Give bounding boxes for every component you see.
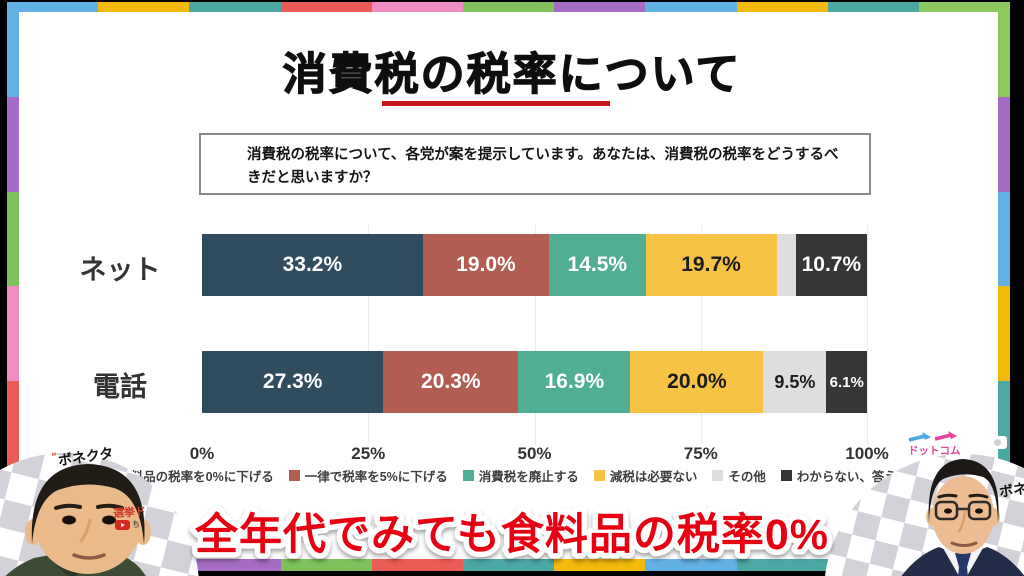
border-segment: [645, 559, 737, 571]
camera-icon: [987, 436, 1007, 449]
lower-third-caption: 全年代でみても食料品の税率0%: [152, 502, 872, 573]
bezel-left: [0, 0, 7, 576]
border-segment: [462, 2, 555, 12]
border-segment: [998, 381, 1010, 477]
border-segment: [7, 381, 19, 477]
border-segment: [998, 286, 1010, 382]
border-segment: [371, 559, 463, 571]
logo-arrow-pink: [934, 433, 952, 441]
border-segment: [280, 559, 372, 571]
frame-border-top: [7, 2, 1011, 12]
border-segment: [554, 559, 646, 571]
caption-text: 全年代でみても食料品の税率0%: [194, 510, 829, 559]
border-segment: [189, 559, 281, 571]
border-segment: [827, 2, 919, 12]
border-segment: [280, 2, 372, 12]
border-segment: [554, 2, 646, 12]
border-segment: [462, 559, 555, 571]
logo-arrowhead-pink: [948, 431, 957, 439]
border-segment: [998, 191, 1010, 287]
border-segment: [7, 476, 19, 571]
bezel-top: [0, 0, 1024, 2]
border-segment: [189, 2, 281, 12]
dotcom-logo-text: ドットコム: [908, 445, 961, 457]
border-segment: [918, 559, 1011, 571]
border-segment: [645, 2, 737, 12]
survey-question-box: 消費税の税率について、各党が案を提示しています。あなたは、消費税の税率をどうする…: [199, 133, 871, 195]
title-underline: [382, 101, 610, 106]
dotcom-logo: ドットコム: [908, 431, 961, 457]
survey-question-text: 消費税の税率について、各党が案を提示しています。あなたは、消費税の税率をどうする…: [247, 147, 839, 187]
border-segment: [998, 96, 1010, 192]
border-segment: [7, 191, 19, 287]
border-segment: [98, 2, 190, 12]
youtube-chip: ち: [115, 519, 140, 530]
border-segment: [7, 96, 19, 192]
border-segment: [736, 2, 828, 12]
border-segment: [7, 2, 99, 12]
border-segment: [918, 2, 1011, 12]
border-segment: [371, 2, 463, 12]
youtube-play-icon: [115, 519, 130, 530]
slide-title: 消費税の税率について: [282, 49, 742, 99]
channel-sub-text: ち: [132, 520, 140, 529]
logo-arrow-blue: [908, 434, 926, 442]
bezel-bottom: [0, 571, 1024, 576]
bezel-right: [1010, 0, 1024, 576]
border-segment: [7, 559, 99, 571]
border-segment: [998, 2, 1010, 97]
logo-arrowhead-blue: [922, 432, 931, 440]
border-segment: [7, 2, 19, 97]
border-segment: [736, 559, 828, 571]
border-segment: [7, 286, 19, 382]
